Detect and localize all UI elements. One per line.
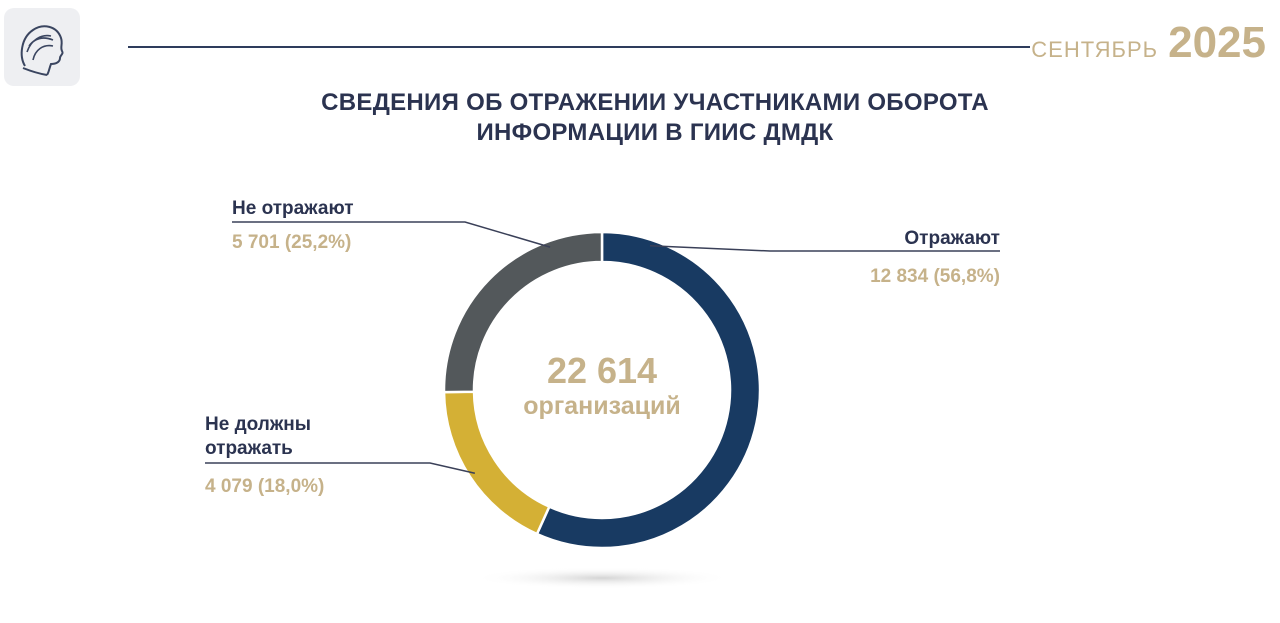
slice-value-1: 4 079 (18,0%) — [205, 476, 324, 497]
leader-line-2 — [232, 221, 551, 248]
slice-label-2-line-0: Не отражают — [232, 198, 354, 219]
profile-head-logo-icon — [20, 25, 64, 76]
slice-label-0-line-0: Отражают — [904, 228, 1000, 249]
center-unit: организаций — [523, 392, 680, 420]
center-total: 22 614 — [547, 350, 657, 391]
leaders-group — [205, 221, 1000, 475]
slice-label-1-line-0: Не должны — [205, 414, 311, 435]
labels-group: Отражают 12 834 (56,8%) Не должны отражать 4… — [205, 198, 1000, 497]
header-date: СЕНТЯБРЬ 2025 — [1031, 18, 1266, 68]
header-year: 2025 — [1168, 18, 1266, 67]
slice-label-1-line-1: отражать — [205, 438, 293, 459]
slices-group — [442, 230, 762, 550]
title-line-1: СВЕДЕНИЯ ОБ ОТРАЖЕНИИ УЧАСТНИКАМИ ОБОРОТ… — [321, 89, 989, 116]
leader-line-0 — [649, 245, 1000, 252]
slice-2 — [442, 230, 604, 394]
chart-shadow — [472, 567, 732, 589]
title-line-2: ИНФОРМАЦИИ В ГИИС ДМДК — [476, 119, 834, 146]
logo — [4, 8, 80, 86]
slice-value-2: 5 701 (25,2%) — [232, 232, 351, 253]
page-title: СВЕДЕНИЯ ОБ ОТРАЖЕНИИ УЧАСТНИКАМИ ОБОРОТ… — [0, 88, 1280, 148]
header-rule — [128, 46, 1030, 48]
header-month: СЕНТЯБРЬ — [1031, 37, 1159, 62]
slice-0 — [535, 230, 762, 550]
slice-value-0: 12 834 (56,8%) — [870, 266, 1000, 287]
leader-line-1 — [205, 462, 476, 475]
